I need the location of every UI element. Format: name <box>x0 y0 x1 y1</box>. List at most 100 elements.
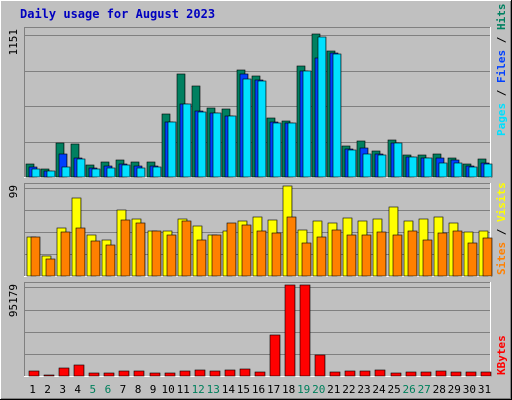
kbytes-bar <box>314 354 326 377</box>
pages-bar <box>212 112 222 178</box>
kbytes-bar <box>450 371 462 377</box>
visits-sites-panel <box>24 183 493 277</box>
hits-ymax-label: 1151 <box>7 29 20 56</box>
sites-bar <box>422 239 433 277</box>
pages-bar <box>46 170 56 178</box>
legend-text: KBytes <box>495 335 508 375</box>
x-tick-label: 1 <box>29 383 36 396</box>
sites-bar <box>30 236 41 277</box>
pages-bar <box>332 53 342 178</box>
kbytes-bar <box>209 370 221 377</box>
sites-bar <box>467 242 478 277</box>
sites-bar <box>211 234 222 277</box>
pages-bar <box>408 156 418 178</box>
visits-sites-legend: Sites / Visits <box>495 182 508 275</box>
sites-bar <box>196 239 207 277</box>
kbytes-bar <box>480 371 492 377</box>
legend-item-kbytes: KBytes <box>495 335 508 375</box>
kbytes-bar <box>73 364 85 377</box>
legend-item-pages: Pages <box>495 103 508 136</box>
legend-item-sites: Sites <box>495 242 508 275</box>
x-tick-label: 22 <box>342 383 355 396</box>
kbytes-bar <box>269 334 281 377</box>
x-tick-label: 27 <box>418 383 431 396</box>
x-tick-label: 6 <box>105 383 112 396</box>
kbytes-panel <box>24 282 492 377</box>
kbytes-bar <box>103 372 115 377</box>
kbytes-bar <box>239 368 251 377</box>
sites-bar <box>226 222 237 277</box>
kbytes-bar <box>420 371 432 377</box>
sites-bar <box>407 230 418 277</box>
kbytes-bar <box>133 370 145 377</box>
x-tick-label: 23 <box>357 383 370 396</box>
x-tick-label: 21 <box>327 383 340 396</box>
sites-bar <box>271 232 282 277</box>
kbytes-bar <box>179 370 191 377</box>
sites-bar <box>105 244 116 277</box>
legend-separator: / <box>495 222 508 242</box>
hits-files-pages-legend: Pages / Files / Hits <box>495 4 508 137</box>
x-tick-label: 30 <box>463 383 476 396</box>
pages-bar <box>377 154 387 178</box>
pages-bar <box>197 111 207 178</box>
kbytes-bar <box>359 370 371 377</box>
x-tick-label: 9 <box>150 383 157 396</box>
pages-bar <box>272 122 282 178</box>
sites-bar <box>120 219 131 277</box>
pages-bar <box>106 167 116 178</box>
pages-bar <box>483 163 493 178</box>
x-tick-label: 26 <box>402 383 415 396</box>
x-tick-label: 10 <box>161 383 174 396</box>
kbytes-bar <box>43 374 55 377</box>
kbytes-bar <box>254 371 266 377</box>
x-tick-label: 8 <box>135 383 142 396</box>
x-tick-label: 19 <box>297 383 310 396</box>
pages-bar <box>61 166 71 178</box>
x-tick-label: 17 <box>267 383 280 396</box>
kbytes-bar <box>344 370 356 377</box>
x-axis-day-labels: 1 2 3 4 5 6 7 8 9 10 11 12 13 14 15 16 17 18 19 20 21 22 23 24 2… <box>29 383 491 396</box>
sites-bar <box>452 230 463 277</box>
x-tick-label: 3 <box>59 383 66 396</box>
legend-text: Sites / Visits <box>495 182 508 275</box>
panel-plot-area <box>24 282 491 377</box>
kbytes-bar <box>465 371 477 377</box>
kbytes-bar <box>224 369 236 377</box>
sites-bar <box>286 216 297 277</box>
sites-bar <box>135 222 146 277</box>
pages-bar <box>317 36 327 178</box>
pages-bar <box>227 115 237 178</box>
sites-bar <box>60 231 71 277</box>
x-tick-label: 13 <box>207 383 220 396</box>
kbytes-bar <box>299 284 311 377</box>
pages-bar <box>121 164 131 178</box>
sites-bar <box>361 234 372 277</box>
kbytes-legend: KBytes <box>495 335 508 375</box>
kbytes-bar <box>390 372 402 377</box>
sites-bar <box>376 231 387 277</box>
sites-bar <box>181 220 192 277</box>
sites-bar <box>90 240 101 277</box>
kbytes-bar <box>118 370 130 377</box>
pages-bar <box>182 103 192 178</box>
sites-bar <box>301 242 312 277</box>
x-tick-label: 20 <box>312 383 325 396</box>
pages-bar <box>167 121 177 178</box>
kbytes-bar <box>284 284 296 377</box>
pages-bar <box>362 153 372 178</box>
pages-bar <box>136 167 146 178</box>
sites-bar <box>316 236 327 277</box>
kbytes-bar <box>194 369 206 377</box>
sites-bar <box>346 234 357 277</box>
kbytes-bar <box>58 367 70 377</box>
legend-item-visits: Visits <box>495 182 508 222</box>
kbytes-bar <box>435 370 447 377</box>
kbytes-bar <box>374 369 386 377</box>
legend-text: Pages / Files / Hits <box>495 4 508 137</box>
x-tick-label: 18 <box>282 383 295 396</box>
hits-files-pages-panel <box>24 27 493 178</box>
sites-bar <box>166 234 177 277</box>
pages-bar <box>257 80 267 178</box>
